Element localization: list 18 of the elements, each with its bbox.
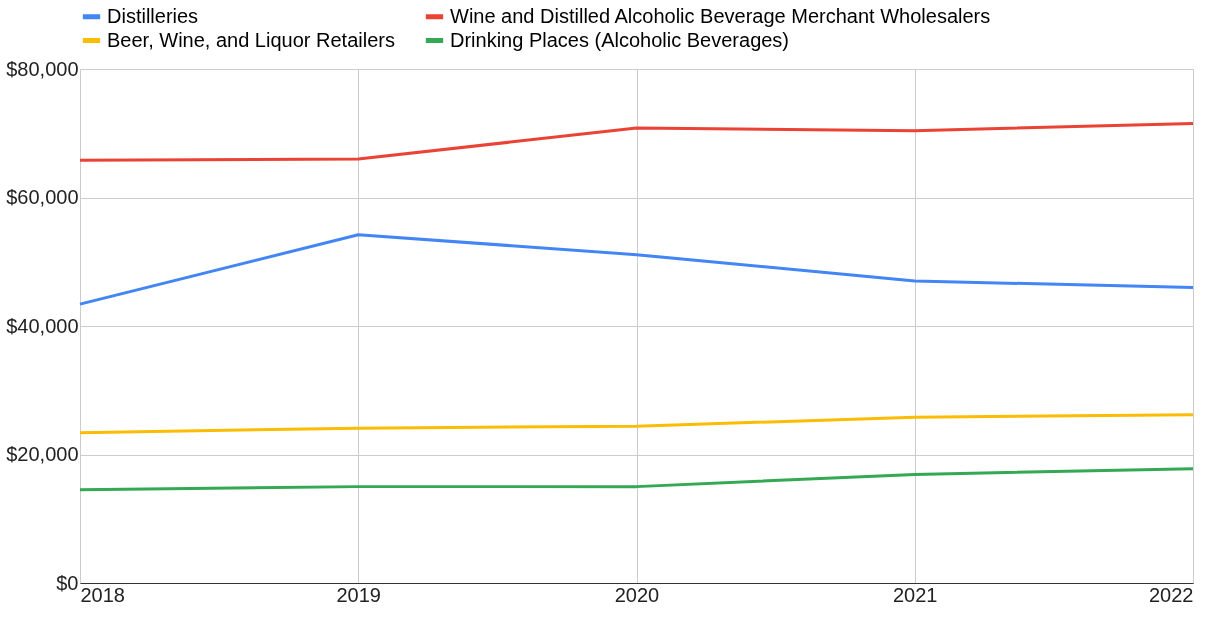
x-tick-label: 2020 xyxy=(614,583,660,606)
y-tick-label: $20,000 xyxy=(6,443,79,465)
y-tick-label: $0 xyxy=(56,571,79,594)
legend-label: Distilleries xyxy=(107,4,199,27)
y-tick-label: $80,000 xyxy=(6,57,79,80)
y-tick-label: $60,000 xyxy=(6,186,79,208)
x-tick-label: 2019 xyxy=(336,583,381,606)
legend-label: Wine and Distilled Alcoholic Beverage Merchant Wholesalers xyxy=(450,4,991,27)
y-tick-label: $40,000 xyxy=(6,314,79,337)
legend-label: Beer, Wine, and Liquor Retailers xyxy=(107,28,395,51)
x-tick-label: 2018 xyxy=(80,583,125,606)
legend-label: Drinking Places (Alcoholic Beverages) xyxy=(450,28,790,51)
line-series xyxy=(78,413,1195,435)
x-tick-label: 2022 xyxy=(1149,583,1194,606)
line-series xyxy=(78,233,1195,306)
x-tick-label: 2021 xyxy=(893,583,938,606)
line-series xyxy=(78,122,1195,162)
line-series xyxy=(78,467,1195,492)
